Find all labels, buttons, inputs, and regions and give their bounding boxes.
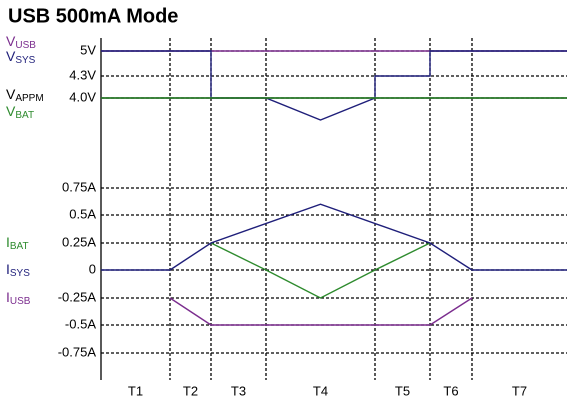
series-label: VAPPM xyxy=(6,86,44,104)
y-tick-label: 0.25A xyxy=(62,234,96,249)
period-label: T3 xyxy=(231,383,246,398)
chart-title: USB 500mA Mode xyxy=(8,5,178,27)
period-label: T4 xyxy=(313,383,328,398)
series-label-sub: USB xyxy=(15,40,36,51)
series-label-main: V xyxy=(6,48,16,64)
y-tick-label: 0 xyxy=(89,261,96,276)
series-line xyxy=(169,297,473,326)
series-line xyxy=(101,50,567,121)
series-label-sub: USB xyxy=(10,296,31,307)
series-label-sub: BAT xyxy=(10,241,29,252)
series-label-main: I xyxy=(6,289,10,305)
period-label: T7 xyxy=(512,383,527,398)
series-label: VBAT xyxy=(6,103,34,121)
series-label: IUSB xyxy=(6,289,31,307)
series-label: ISYS xyxy=(6,261,30,279)
series-label: VSYS xyxy=(6,48,36,66)
series-line xyxy=(101,203,567,271)
series-label-sub: APPM xyxy=(15,93,43,104)
y-tick-label: 5V xyxy=(80,42,96,57)
series-label: VUSB xyxy=(6,33,36,51)
period-label: T5 xyxy=(395,383,410,398)
series-label-sub: SYS xyxy=(10,268,30,279)
series-label-main: I xyxy=(6,261,10,277)
period-label: T2 xyxy=(183,383,198,398)
y-tick-label: -0.5A xyxy=(65,316,96,331)
period-label: T1 xyxy=(128,383,143,398)
series-label-sub: SYS xyxy=(15,55,35,66)
series-label-main: I xyxy=(6,234,10,250)
y-tick-label: 0.75A xyxy=(62,179,96,194)
series-label-main: V xyxy=(6,86,16,102)
period-label: T6 xyxy=(443,383,458,398)
y-tick-label: 4.0V xyxy=(69,89,96,104)
series-label-main: V xyxy=(6,103,16,119)
y-tick-label: 0.5A xyxy=(69,206,96,221)
y-tick-label: 4.3V xyxy=(69,67,96,82)
y-tick-label: -0.75A xyxy=(58,344,97,359)
y-tick-label: -0.25A xyxy=(58,289,97,304)
series-label: IBAT xyxy=(6,234,29,252)
series-line xyxy=(210,242,431,299)
series-label-sub: BAT xyxy=(15,110,34,121)
series-label-main: V xyxy=(6,33,16,49)
